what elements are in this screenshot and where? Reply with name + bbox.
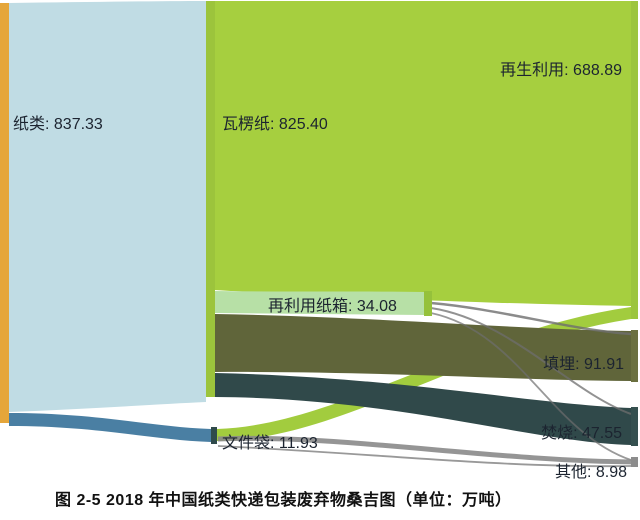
flow-corrugated-to-landfill: [215, 314, 631, 381]
flow-corrugated-to-incinerate: [215, 373, 631, 445]
node-landfill: [631, 330, 638, 382]
figure-caption: 图 2-5 2018 年中国纸类快递包装废弃物桑吉图（单位：万吨）: [55, 492, 512, 509]
label-corrugated: 瓦楞纸: 825.40: [222, 115, 328, 133]
flow-paper-to-corrugated: [9, 1, 206, 412]
flow-reusebox-to-landfill: [430, 301, 632, 336]
node-reusebox: [424, 291, 432, 316]
flow-corrugated-to-reusebox: [215, 291, 424, 315]
node-paper: [0, 3, 9, 423]
node-corrugated: [206, 1, 215, 397]
label-filebag: 文件袋: 11.93: [222, 434, 318, 452]
flow-filebag-to-incinerate: [217, 445, 632, 468]
flow-reusebox-to-incinerate: [430, 307, 632, 415]
node-filebag: [211, 427, 217, 444]
label-incinerate: 焚烧: 47.55: [541, 424, 622, 442]
flow-corrugated-to-recycle: [215, 1, 631, 306]
sankey-canvas: 纸类: 837.33 瓦楞纸: 825.40 再生利用: 688.89 再利用纸…: [0, 1, 638, 481]
label-reusebox: 再利用纸箱: 34.08: [268, 297, 397, 315]
flow-paper-to-filebag: [9, 413, 211, 442]
node-recycle: [631, 1, 638, 319]
node-other: [631, 457, 638, 467]
label-other: 其他: 8.98: [555, 463, 627, 481]
flow-reusebox-to-other: [430, 312, 632, 461]
flow-filebag-to-other: [217, 435, 637, 465]
label-landfill: 填埋: 91.91: [543, 355, 624, 373]
label-paper: 纸类: 837.33: [13, 115, 103, 133]
node-incinerate: [631, 407, 638, 446]
label-recycle: 再生利用: 688.89: [500, 61, 622, 79]
